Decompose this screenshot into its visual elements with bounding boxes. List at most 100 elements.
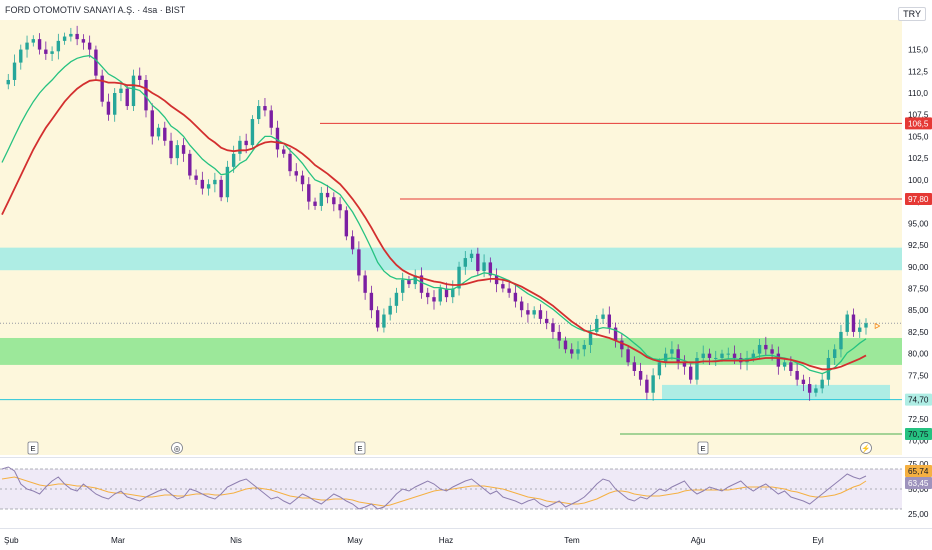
candle bbox=[757, 344, 762, 354]
candle bbox=[714, 357, 718, 359]
candle bbox=[632, 362, 637, 371]
candle bbox=[419, 275, 424, 293]
candle bbox=[200, 179, 205, 189]
time-axis-label: Tem bbox=[564, 536, 580, 545]
time-axis-label: Şub bbox=[4, 536, 19, 545]
candle bbox=[181, 145, 186, 154]
candle bbox=[188, 153, 192, 176]
candle bbox=[75, 33, 79, 40]
candle bbox=[213, 179, 217, 185]
candle bbox=[125, 88, 129, 107]
candle bbox=[175, 145, 180, 159]
candle bbox=[601, 314, 605, 319]
rsi-line bbox=[1, 466, 867, 510]
price-axis-tick: 110,0 bbox=[908, 89, 928, 98]
candle bbox=[476, 253, 480, 272]
price-axis-tick: 82,50 bbox=[908, 328, 929, 337]
price-tag-background bbox=[905, 393, 932, 406]
candle bbox=[94, 49, 98, 76]
price-axis-tick: 102,5 bbox=[908, 154, 929, 163]
candle bbox=[206, 184, 211, 189]
candle bbox=[507, 288, 511, 293]
earnings-marker bbox=[697, 441, 709, 455]
candle bbox=[138, 75, 142, 80]
candle bbox=[551, 323, 555, 332]
candle bbox=[670, 349, 674, 354]
candle bbox=[288, 153, 292, 172]
price-axis-tick: 95,00 bbox=[908, 219, 929, 228]
candle bbox=[87, 42, 92, 50]
candle bbox=[595, 318, 599, 332]
candle bbox=[488, 262, 493, 276]
candle bbox=[112, 93, 117, 115]
candle bbox=[394, 292, 399, 306]
candle bbox=[682, 362, 687, 367]
candle bbox=[845, 314, 849, 332]
candle bbox=[37, 39, 42, 50]
candle bbox=[413, 275, 417, 285]
candle bbox=[319, 192, 324, 206]
candle bbox=[307, 184, 311, 202]
event-marker-label: E bbox=[700, 444, 705, 453]
currency-badge[interactable]: TRY bbox=[898, 7, 926, 21]
candle bbox=[864, 323, 868, 328]
candle bbox=[244, 140, 248, 146]
candle bbox=[119, 88, 123, 93]
candle bbox=[250, 119, 255, 146]
candle bbox=[81, 39, 86, 43]
candle bbox=[144, 79, 148, 111]
candle bbox=[513, 292, 518, 302]
candle bbox=[463, 258, 468, 267]
candle bbox=[12, 62, 17, 80]
candle bbox=[782, 362, 787, 367]
green-zone-mid bbox=[0, 337, 902, 365]
candle bbox=[638, 371, 643, 380]
rsi-axis-tick: 75,00 bbox=[908, 460, 929, 469]
candle bbox=[325, 192, 330, 198]
candle bbox=[294, 171, 298, 176]
candle bbox=[776, 353, 781, 367]
candle bbox=[607, 314, 612, 328]
candle bbox=[263, 106, 267, 111]
cyan-zone-bottom bbox=[662, 384, 890, 400]
candle bbox=[469, 253, 474, 259]
candle bbox=[770, 349, 774, 354]
candle bbox=[570, 349, 574, 354]
candle bbox=[332, 197, 336, 205]
candle bbox=[163, 127, 167, 141]
event-marker-label: ⚡ bbox=[861, 444, 870, 453]
candle bbox=[238, 140, 242, 154]
candle bbox=[801, 379, 806, 385]
candle bbox=[789, 362, 793, 371]
candle bbox=[25, 42, 29, 50]
candle bbox=[275, 127, 280, 150]
time-axis-label: Ağu bbox=[691, 536, 706, 545]
candle bbox=[369, 292, 374, 311]
candle bbox=[820, 379, 824, 389]
candle bbox=[388, 305, 392, 315]
candle bbox=[482, 262, 486, 272]
earnings-marker bbox=[27, 441, 39, 455]
candle bbox=[131, 75, 136, 107]
candle bbox=[457, 266, 461, 289]
candle bbox=[106, 101, 111, 115]
candle bbox=[150, 110, 154, 137]
candle bbox=[858, 327, 862, 332]
price-axis-tick: 72,50 bbox=[908, 415, 929, 424]
candle bbox=[44, 49, 48, 54]
candle bbox=[194, 175, 198, 180]
price-tag-background bbox=[905, 192, 932, 205]
moving-average-slow bbox=[1, 79, 867, 371]
candle bbox=[688, 366, 693, 380]
candle bbox=[269, 110, 273, 128]
event-marker bbox=[171, 442, 183, 454]
price-axis-background bbox=[902, 0, 932, 550]
candle bbox=[357, 249, 361, 276]
price-tag: 74,70 bbox=[908, 396, 929, 405]
time-axis-label: Haz bbox=[439, 536, 454, 545]
candle bbox=[851, 314, 856, 332]
candle bbox=[400, 279, 405, 293]
candle bbox=[313, 201, 317, 206]
